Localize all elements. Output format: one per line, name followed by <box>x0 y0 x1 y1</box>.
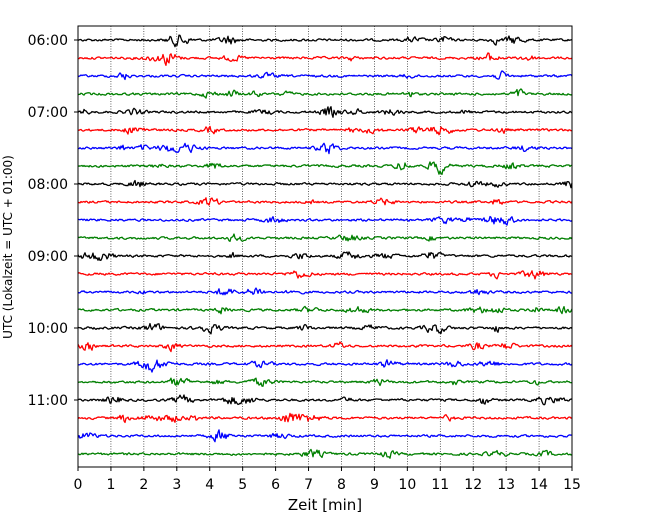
seismic-trace <box>77 429 573 443</box>
x-tick-label: 4 <box>205 477 214 493</box>
x-tick-label: 9 <box>370 477 379 493</box>
y-tick-label: 10:00 <box>28 321 68 337</box>
seismic-trace <box>77 377 573 387</box>
seismic-trace <box>77 412 573 424</box>
seismic-trace <box>77 270 573 280</box>
x-tick-label: 13 <box>497 477 515 493</box>
seismic-trace <box>77 448 573 459</box>
x-tick-label: 14 <box>530 477 548 493</box>
x-tick-label: 12 <box>464 477 482 493</box>
y-tick-label: 11:00 <box>28 393 68 409</box>
x-tick-label: 6 <box>271 477 280 493</box>
seismic-trace <box>77 70 573 81</box>
seismic-trace <box>77 142 573 155</box>
seismic-trace <box>77 161 573 176</box>
seismic-trace <box>77 52 573 66</box>
x-axis-ticks: 0 1 2 3 4 5 6 7 8 9 10 11 12 13 14 15 <box>74 467 581 493</box>
seismic-trace <box>77 88 573 99</box>
seismic-trace <box>77 341 573 353</box>
seismic-trace <box>77 125 573 136</box>
x-tick-label: 0 <box>74 477 83 493</box>
x-tick-label: 8 <box>337 477 346 493</box>
x-tick-label: 1 <box>106 477 115 493</box>
seismic-trace <box>77 305 573 315</box>
seismic-trace <box>77 34 573 48</box>
x-tick-label: 5 <box>238 477 247 493</box>
seismic-trace <box>77 394 573 406</box>
x-tick-label: 3 <box>172 477 181 493</box>
x-tick-label: 15 <box>563 477 581 493</box>
y-axis-label: UTC (Lokalzeit = UTC + 01:00) <box>1 155 15 339</box>
seismic-traces <box>77 34 573 459</box>
x-axis-label: Zeit [min] <box>288 496 362 514</box>
y-tick-label: 09:00 <box>28 249 68 265</box>
x-tick-label: 7 <box>304 477 313 493</box>
y-tick-label: 07:00 <box>28 105 68 121</box>
seismic-trace <box>77 251 573 262</box>
seismic-trace <box>77 179 573 189</box>
seismic-trace <box>77 106 573 118</box>
seismic-trace <box>77 287 573 296</box>
seismic-trace <box>77 197 573 206</box>
y-axis-ticks: 06:00 07:00 08:00 09:00 10:00 11:00 <box>28 33 78 409</box>
seismic-trace <box>77 359 573 373</box>
y-tick-label: 06:00 <box>28 33 68 49</box>
x-gridlines <box>110 26 540 467</box>
seismic-trace <box>77 215 573 226</box>
x-tick-label: 11 <box>431 477 449 493</box>
x-tick-label: 2 <box>139 477 148 493</box>
seismic-trace <box>77 233 573 243</box>
x-tick-label: 10 <box>398 477 416 493</box>
plot-frame <box>77 25 573 468</box>
y-tick-label: 08:00 <box>28 177 68 193</box>
seismic-trace <box>77 322 573 335</box>
